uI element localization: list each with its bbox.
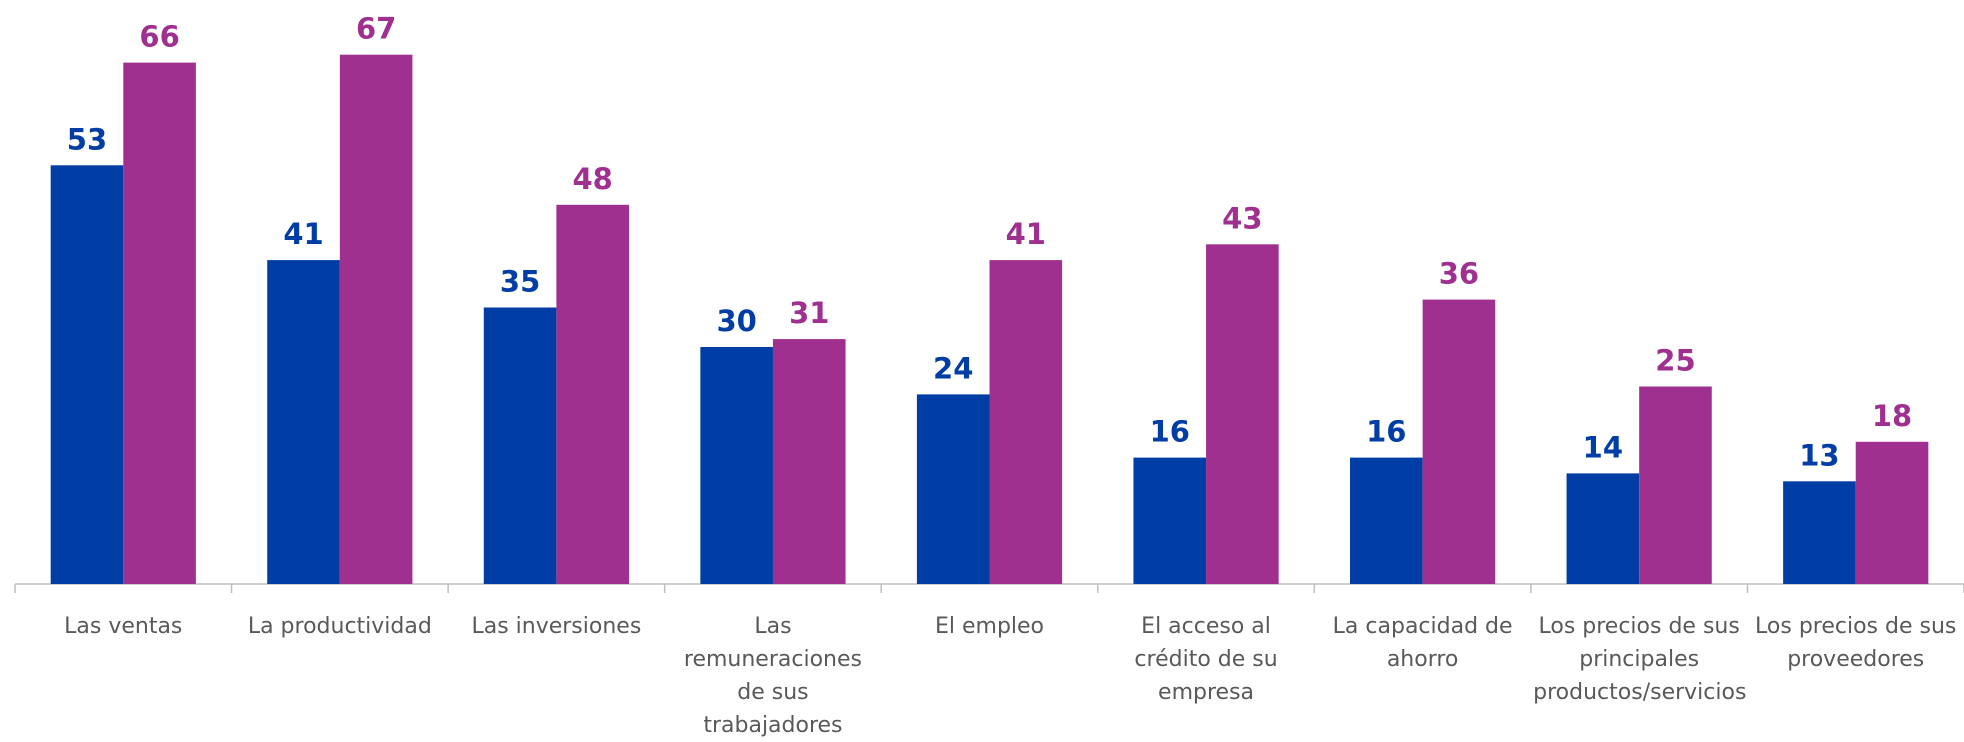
data-label: 53 [67,122,107,156]
data-label: 41 [283,217,323,251]
x-tick-label: Las remuneraciones de sus trabajadores [683,614,862,738]
bar [1855,441,1929,584]
x-tick-label: El acceso al crédito de su empresa [1134,614,1278,705]
x-tick-label: Los precios de sus principales productos… [1533,614,1747,705]
x-tick-label: La productividad [247,614,432,639]
x-tick-label: La capacidad de ahorro [1332,614,1513,672]
data-label: 31 [789,296,829,330]
data-label: 30 [716,304,756,338]
bar [483,307,557,584]
data-label: 35 [500,265,540,299]
bar [1639,386,1712,584]
data-label: 67 [356,12,396,46]
bar [1206,244,1279,585]
data-label: 25 [1655,344,1695,378]
x-tick-label: El empleo [934,614,1045,639]
bar [267,260,340,584]
bar [123,62,196,585]
x-tick-label: Las ventas [64,614,183,639]
data-label: 16 [1366,415,1406,449]
data-label: 36 [1439,257,1479,291]
bar [772,339,846,584]
data-label: 13 [1799,438,1839,472]
bar [50,165,124,585]
x-tick-label: Los precios de sus proveedores [1755,614,1957,672]
chart: 53 66 41 67 35 48 30 31 24 41 16 43 16 36 14 25 13 18 Las… [14,12,1964,738]
bar [339,54,413,584]
plot: 53 66 41 67 35 48 30 31 24 41 16 43 16 36 14 25 13 18 [14,12,1964,593]
data-label: 66 [139,20,179,54]
x-tick-label: Las inversiones [471,614,642,639]
bar [989,260,1063,584]
bar [916,394,990,584]
data-label: 48 [573,162,613,196]
bar [1133,457,1207,584]
data-label: 14 [1583,430,1623,464]
data-label: 24 [933,351,973,385]
data-label: 43 [1222,201,1262,235]
bar [1566,473,1640,584]
bar [700,347,773,584]
data-label: 16 [1150,415,1190,449]
bar [1422,299,1496,584]
data-label: 18 [1872,399,1912,433]
data-label: 41 [1006,217,1046,251]
bar [1350,457,1423,584]
bar [556,204,629,585]
bar [1783,481,1856,584]
